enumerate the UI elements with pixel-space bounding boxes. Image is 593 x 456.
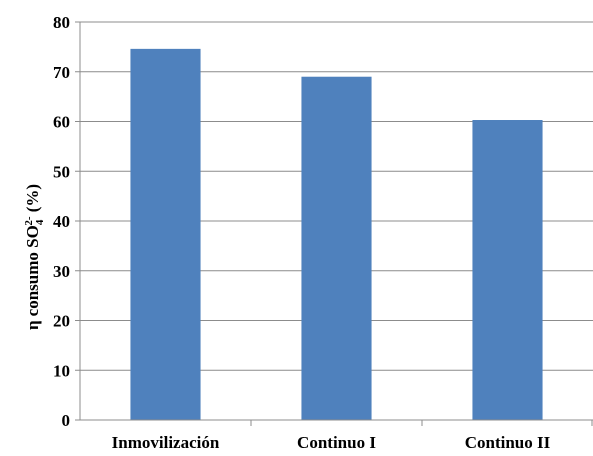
y-tick-label: 0 <box>62 411 71 430</box>
y-tick-label: 20 <box>53 312 70 331</box>
bar <box>472 120 543 420</box>
y-tick-label: 10 <box>53 361 70 380</box>
y-axis-title: η consumo SO42- (%) <box>23 184 46 330</box>
bars <box>130 48 543 421</box>
y-axis-title-main: consumo SO <box>23 225 42 316</box>
y-axis-title-superscript: 2- <box>23 216 35 226</box>
y-axis-title-subscript: 4 <box>34 219 46 225</box>
x-category-labels: Inmovilización Continuo I Continuo II <box>112 433 551 452</box>
y-tick-label: 60 <box>53 113 70 132</box>
y-tick-label: 30 <box>53 262 70 281</box>
y-tick-labels: 0 10 20 30 40 50 60 70 80 <box>53 13 70 430</box>
y-axis-title-text: η consumo SO42- (%) <box>23 184 46 330</box>
y-tick-label: 40 <box>53 212 70 231</box>
bar <box>301 76 372 420</box>
x-category-label: Continuo II <box>465 433 551 452</box>
axes <box>75 21 593 426</box>
x-category-label: Continuo I <box>297 433 376 452</box>
y-axis-title-suffix: (%) <box>23 184 42 217</box>
y-tick-label: 80 <box>53 13 70 32</box>
y-axis-title-prefix: η <box>23 320 42 330</box>
x-category-label: Inmovilización <box>112 433 220 452</box>
y-tick-label: 70 <box>53 63 70 82</box>
bar <box>130 48 201 421</box>
y-tick-label: 50 <box>53 162 70 181</box>
